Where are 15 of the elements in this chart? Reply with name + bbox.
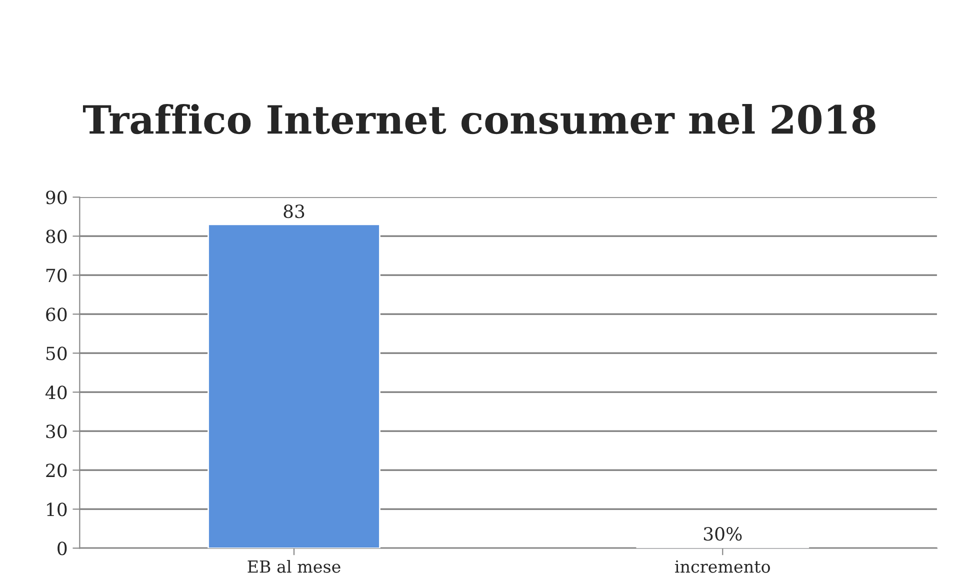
data-label: 30% — [704, 527, 742, 541]
x-tick-label: EB al mese — [248, 560, 340, 573]
y-tick-label: 40 — [45, 386, 67, 400]
y-tick-label: 90 — [46, 190, 67, 204]
y-tick-label: 20 — [46, 464, 67, 478]
y-tick-label: 80 — [46, 230, 67, 244]
y-tick-label: 50 — [46, 346, 67, 360]
y-tick-label: 30 — [46, 424, 67, 438]
x-tick-label: incremento — [675, 560, 770, 573]
chart-title: Traffico Internet consumer nel 2018 — [82, 104, 876, 134]
y-tick-label: 60 — [46, 308, 67, 322]
y-tick-label: 70 — [46, 268, 67, 282]
y-tick-label: 10 — [47, 502, 67, 516]
data-label: 83 — [284, 204, 304, 218]
y-tick-label: 0 — [58, 542, 67, 556]
